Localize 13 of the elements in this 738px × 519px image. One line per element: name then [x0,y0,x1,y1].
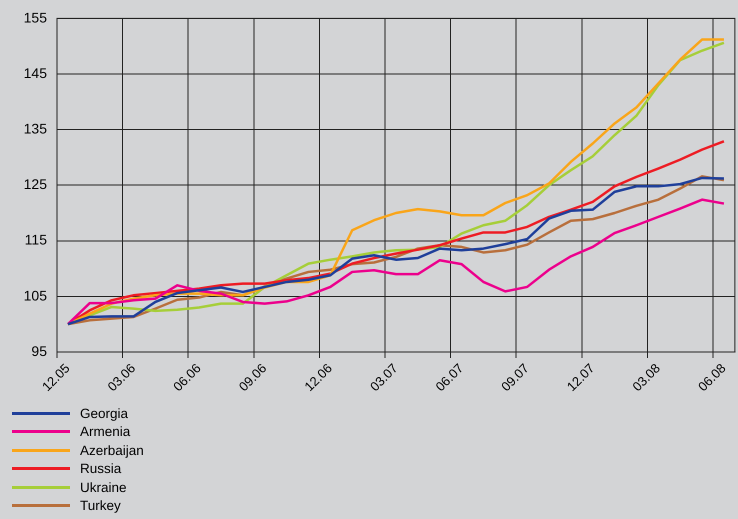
legend-label: Georgia [80,406,128,421]
y-tick-label: 145 [24,64,48,81]
y-tick-label: 95 [31,342,48,359]
y-tick-label: 155 [24,9,48,26]
legend-label: Russia [80,461,122,476]
legend-label: Armenia [80,424,130,440]
y-tick-label: 115 [24,232,48,248]
legend-label: Turkey [80,498,121,514]
y-tick-label: 105 [24,287,48,304]
legend-label: Azerbaijan [80,442,144,458]
legend-label: Ukraine [80,480,127,495]
y-tick-label: 135 [24,120,48,136]
y-tick-label: 125 [24,176,48,192]
